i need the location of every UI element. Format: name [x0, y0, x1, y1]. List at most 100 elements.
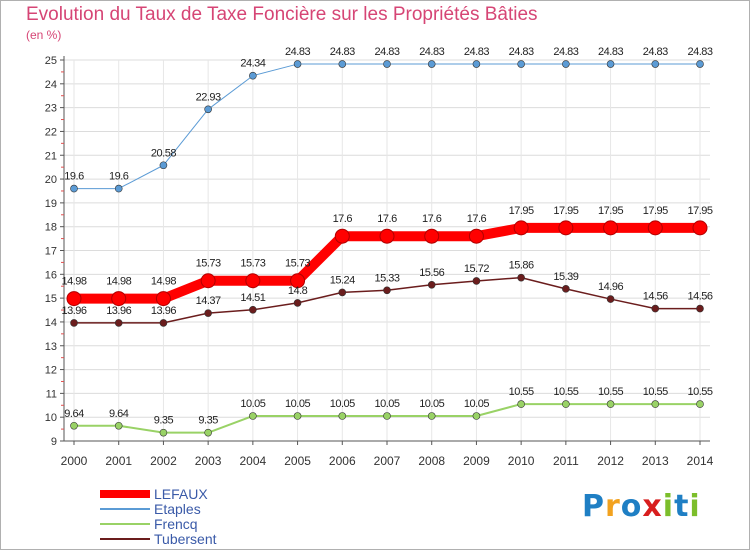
data-point-etaples: [204, 105, 212, 114]
data-label-tubersent: 13.96: [151, 305, 176, 317]
proxiti-logo: Proxiti: [582, 489, 701, 524]
x-tick-label: 2005: [284, 454, 311, 468]
data-point-frencq: [114, 421, 123, 430]
data-point-frencq: [204, 428, 212, 437]
data-point-frencq: [472, 412, 481, 420]
data-point-tubersent: [562, 285, 570, 293]
data-point-lefaux: [424, 228, 440, 244]
data-label-frencq: 10.05: [419, 398, 444, 410]
legend-swatch-etaples: [100, 508, 150, 510]
data-label-frencq: 10.55: [643, 386, 668, 398]
data-point-etaples: [249, 71, 257, 80]
y-tick-label: 18: [45, 222, 57, 234]
data-point-etaples: [606, 60, 615, 68]
y-tick-label: 16: [45, 269, 57, 281]
x-tick-label: 2008: [418, 454, 445, 468]
data-point-etaples: [114, 184, 123, 193]
legend-item-etaples: Etaples: [100, 502, 201, 516]
x-tick-label: 2006: [329, 454, 356, 468]
data-point-tubersent: [517, 273, 525, 282]
data-label-frencq: 10.55: [598, 386, 623, 398]
y-tick-label: 17: [45, 246, 57, 258]
data-point-frencq: [651, 400, 660, 408]
data-label-frencq: 10.05: [374, 398, 399, 410]
logo-letter: r: [605, 489, 621, 524]
data-label-lefaux: 17.95: [598, 205, 623, 217]
y-tick-label: 9: [51, 436, 57, 448]
data-point-etaples: [696, 60, 704, 68]
data-label-lefaux: 14.98: [106, 276, 131, 288]
logo-letter: o: [620, 489, 643, 524]
data-label-etaples: 24.83: [464, 46, 489, 58]
data-label-lefaux: 17.95: [687, 205, 712, 217]
x-tick-label: 2003: [195, 454, 222, 468]
data-label-tubersent: 15.24: [330, 274, 355, 286]
data-point-frencq: [383, 412, 391, 420]
data-point-etaples: [383, 60, 391, 68]
unit-label: (en %): [26, 28, 62, 42]
data-point-tubersent: [70, 319, 78, 327]
data-label-etaples: 24.83: [330, 46, 355, 58]
y-tick-label: 10: [45, 412, 57, 424]
logo-letter: i: [689, 489, 701, 524]
data-point-etaples: [293, 60, 302, 68]
y-tick-label: 19: [45, 198, 57, 210]
data-point-lefaux: [603, 220, 619, 236]
data-point-lefaux: [334, 228, 350, 244]
data-label-etaples: 20.58: [151, 147, 176, 159]
data-label-tubersent: 15.86: [509, 260, 534, 272]
data-label-frencq: 9.35: [154, 415, 174, 427]
legend-label-frencq: Frencq: [154, 516, 198, 532]
data-label-tubersent: 14.56: [687, 291, 712, 303]
data-label-frencq: 9.35: [198, 415, 218, 427]
data-point-lefaux: [379, 228, 395, 244]
data-label-frencq: 9.64: [109, 408, 129, 420]
y-tick-label: 23: [45, 103, 57, 115]
y-tick-label: 21: [45, 150, 57, 162]
data-label-lefaux: 17.95: [509, 205, 534, 217]
data-label-tubersent: 15.39: [553, 271, 578, 283]
data-label-lefaux: 17.6: [467, 213, 487, 225]
data-point-etaples: [427, 60, 436, 68]
data-label-lefaux: 17.95: [553, 205, 578, 217]
data-label-tubersent: 14.56: [643, 291, 668, 303]
data-label-frencq: 10.05: [330, 398, 355, 410]
data-label-frencq: 10.55: [509, 386, 534, 398]
data-point-lefaux: [647, 220, 663, 236]
x-tick-label: 2007: [374, 454, 401, 468]
data-point-etaples: [651, 60, 660, 68]
data-label-etaples: 24.34: [240, 58, 265, 70]
data-point-lefaux: [290, 273, 306, 289]
logo-letter: i: [662, 489, 675, 524]
data-point-lefaux: [155, 291, 171, 307]
data-label-tubersent: 15.33: [374, 272, 399, 284]
data-label-etaples: 24.83: [285, 46, 310, 58]
data-label-lefaux: 17.6: [377, 213, 397, 225]
data-point-tubersent: [696, 304, 704, 313]
x-tick-label: 2013: [642, 454, 669, 468]
x-tick-label: 2012: [597, 454, 624, 468]
data-label-etaples: 22.93: [196, 91, 221, 103]
y-tick-label: 24: [45, 79, 57, 91]
data-point-frencq: [293, 412, 302, 420]
data-point-tubersent: [249, 305, 257, 314]
data-label-lefaux: 15.73: [240, 258, 265, 270]
data-label-etaples: 24.83: [374, 46, 399, 58]
data-point-tubersent: [651, 304, 660, 313]
data-label-lefaux: 15.73: [196, 258, 221, 270]
data-point-lefaux: [513, 220, 529, 236]
data-point-tubersent: [293, 299, 302, 307]
data-point-frencq: [70, 421, 78, 430]
legend-swatch-tubersent: [100, 538, 150, 540]
data-label-tubersent: 15.56: [419, 267, 444, 279]
data-point-etaples: [562, 60, 570, 68]
data-label-lefaux: 17.6: [422, 213, 442, 225]
data-point-lefaux: [468, 228, 484, 244]
data-point-lefaux: [200, 273, 216, 289]
data-point-frencq: [427, 412, 436, 420]
legend-item-tubersent: Tubersent: [100, 532, 217, 546]
logo-letter: P: [582, 489, 605, 524]
data-label-tubersent: 14.8: [288, 285, 308, 297]
